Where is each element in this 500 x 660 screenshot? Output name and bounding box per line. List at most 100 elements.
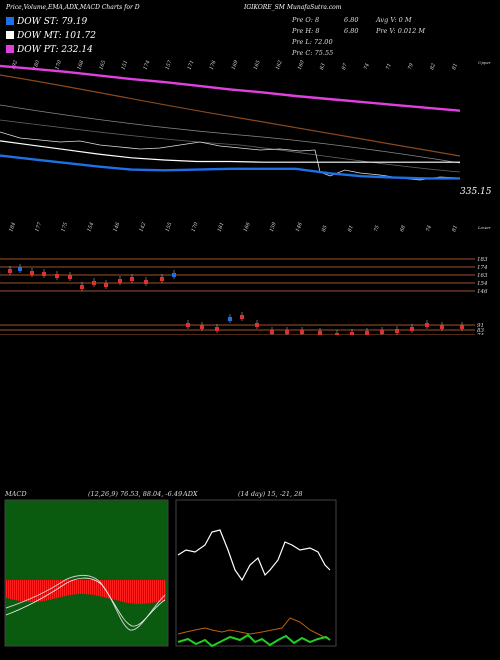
candle-body — [410, 327, 414, 331]
prev-open: Pre O: 8 — [292, 16, 320, 24]
macd-bar — [66, 580, 68, 596]
macd-bar — [54, 580, 56, 599]
macd-bar — [90, 580, 92, 595]
candle-body — [8, 269, 12, 273]
candle-body — [200, 325, 204, 329]
adx-params: (14 day) 15, -21, 28 — [238, 490, 303, 498]
tick-label: 146 — [295, 221, 304, 233]
prev-low: Pre L: 72.00 — [292, 38, 333, 46]
price-levels: 18317416315414691837468 — [0, 257, 488, 335]
tick-label: 155 — [165, 222, 174, 233]
macd-bar — [36, 580, 38, 602]
macd-bar — [112, 580, 114, 600]
macd-bar — [86, 580, 88, 595]
adx-background — [175, 499, 337, 647]
macd-bar — [32, 580, 34, 602]
tick-label: 175 — [60, 222, 69, 233]
macd-bar — [80, 580, 82, 595]
macd-bar — [6, 580, 8, 598]
macd-line — [5, 574, 166, 631]
macd-bar — [22, 580, 24, 602]
tick-label: 82 — [429, 63, 437, 71]
macd-bar — [60, 580, 62, 598]
tick-label: 170 — [191, 221, 200, 233]
level-label: 146 — [477, 289, 488, 295]
macd-bar — [126, 580, 128, 603]
tick-label: 177 — [34, 221, 43, 233]
candle-body — [92, 281, 96, 285]
candle-body — [335, 333, 339, 335]
macd-bar — [118, 580, 120, 601]
adx-title: ADX — [183, 490, 198, 498]
macd-bar — [44, 580, 46, 601]
legend-swatch-mt — [6, 31, 14, 39]
macd-bar — [38, 580, 40, 602]
candle-body — [42, 272, 46, 276]
grey-band-lower — [0, 119, 461, 173]
candle-body — [380, 330, 384, 334]
tick-label: 166 — [243, 221, 252, 233]
macd-bar — [96, 580, 98, 596]
macd-bar — [146, 580, 148, 604]
candle-body — [460, 325, 464, 329]
legend-item-dow-pt: DOW PT: 232.14 — [6, 45, 93, 55]
candle-body — [300, 330, 304, 334]
tick-label: 79 — [407, 62, 415, 71]
tick-label: 85 — [321, 225, 329, 233]
macd-bar — [100, 580, 102, 597]
open-value: 6.80 — [344, 16, 359, 24]
ema-line-1 — [0, 64, 461, 112]
macd-bar — [84, 580, 86, 595]
candle-body — [144, 280, 148, 284]
macd-bar — [14, 580, 16, 600]
prev-close: Pre C: 75.55 — [292, 49, 334, 57]
macd-bar — [144, 580, 146, 604]
macd-bar — [26, 580, 28, 602]
macd-bar — [24, 580, 26, 602]
chart-header-left: Price,Volume,EMA,ADX,MACD Charts for D — [6, 4, 140, 11]
candle-body — [118, 279, 122, 283]
macd-title: MACD — [5, 490, 27, 498]
macd-bar — [52, 580, 54, 600]
tick-label: 81 — [347, 225, 355, 233]
macd-bar — [140, 580, 142, 604]
candle-body — [365, 331, 369, 335]
candle-body — [186, 323, 190, 327]
macd-chart — [4, 499, 169, 647]
legend-swatch-st — [6, 17, 14, 25]
tick-label: 169 — [231, 59, 240, 71]
tick-label: 171 — [187, 60, 196, 71]
plus-di-line — [177, 617, 331, 641]
macd-bar — [102, 580, 104, 597]
candle-body — [255, 323, 259, 327]
bottom-tick-labels: 184 177 175 154 146 142 155 170 181 166 159 146 85 81… — [8, 221, 459, 233]
legend-item-dow-st: DOW ST: 79.19 — [6, 17, 87, 27]
macd-bar — [76, 580, 78, 595]
level-label: 91 — [477, 323, 484, 329]
macd-bar — [50, 580, 52, 600]
candle-body — [68, 275, 72, 279]
tick-label: 159 — [269, 221, 278, 233]
macd-bar — [164, 580, 166, 602]
candle-body — [55, 274, 59, 278]
macd-bar — [70, 580, 72, 595]
macd-bar — [138, 580, 140, 604]
macd-bar — [150, 580, 152, 604]
macd-bar — [72, 580, 74, 595]
macd-bar — [12, 580, 14, 600]
macd-bar — [68, 580, 70, 596]
macd-bar — [162, 580, 164, 602]
macd-bar — [42, 580, 44, 602]
tick-label: 81 — [451, 63, 459, 71]
top-tick-labels: 192 180 170 168 165 151 174 157 171 176 169 165 162 1… — [10, 59, 459, 71]
candle-body — [160, 277, 164, 281]
macd-bar — [130, 580, 132, 604]
tick-label: 74 — [425, 225, 433, 233]
macd-bar — [110, 580, 112, 599]
candle-body — [395, 329, 399, 333]
macd-bar — [82, 580, 84, 595]
candle-body — [18, 267, 22, 271]
ema-line-2 — [0, 140, 460, 163]
corner-upper-label: Upper — [478, 60, 492, 65]
tick-label: 184 — [8, 222, 17, 233]
